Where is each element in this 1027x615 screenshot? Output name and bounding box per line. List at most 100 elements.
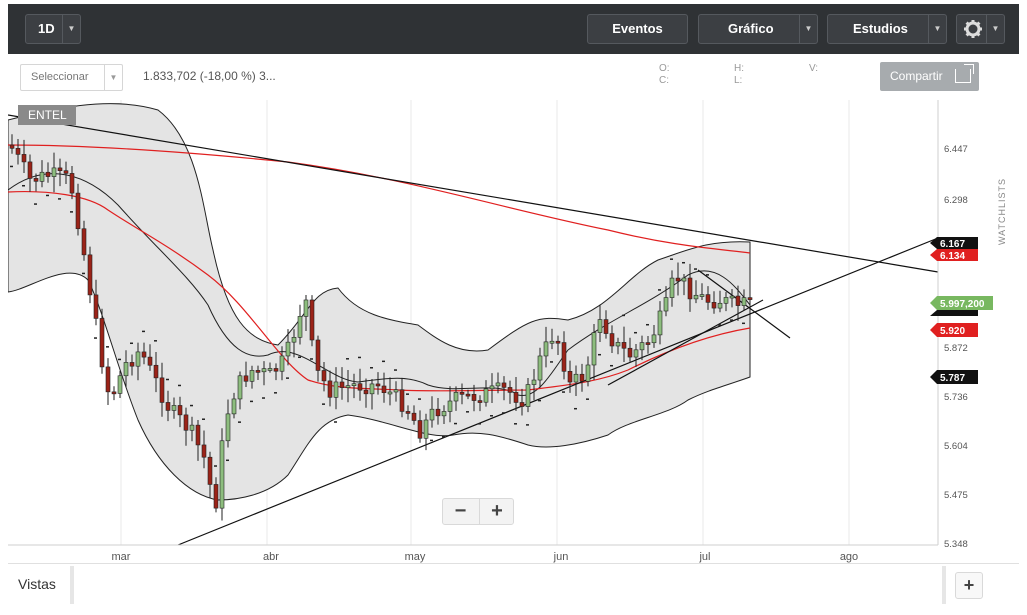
last-price-badge	[930, 296, 993, 310]
zoom-out-button[interactable]: −	[454, 500, 467, 522]
candle-body	[219, 440, 225, 509]
candle-body	[393, 389, 399, 393]
candle-body	[555, 340, 561, 344]
candle-body	[69, 173, 75, 194]
candle-body	[135, 351, 141, 367]
chart-type-dropdown[interactable]: Gráfico ▼	[698, 14, 818, 44]
candle-body	[471, 394, 477, 401]
candle-body	[609, 333, 615, 347]
add-view-button[interactable]: +	[955, 572, 983, 599]
candle-body	[123, 362, 129, 377]
sar-dot	[298, 356, 301, 359]
settings-dropdown[interactable]: ▼	[956, 14, 1005, 44]
price-badge-label: 5.920	[940, 326, 965, 337]
sar-dot	[130, 342, 133, 345]
select-placeholder: Seleccionar	[31, 71, 89, 83]
sar-dot	[370, 367, 373, 369]
period-dropdown[interactable]: 1D ▼	[25, 14, 81, 44]
candle-body	[429, 408, 435, 421]
price-badge-label: 6.134	[940, 251, 965, 262]
price-badge-label: 5.787	[940, 373, 965, 384]
sar-dot	[442, 435, 445, 438]
price-tick: 5.475	[944, 490, 968, 501]
sar-dot	[142, 330, 145, 333]
sar-dot	[706, 274, 709, 276]
candle-body	[93, 294, 99, 319]
candle-body	[483, 388, 489, 403]
sar-dot	[454, 422, 457, 425]
candle-body	[39, 171, 45, 182]
candle-body	[129, 362, 135, 367]
candle-body	[327, 380, 333, 398]
candle-body	[441, 411, 447, 417]
candle-body	[63, 170, 69, 174]
sar-dot	[106, 346, 109, 348]
sar-dot	[658, 289, 661, 291]
share-button[interactable]: Compartir	[880, 62, 979, 91]
sar-dot	[310, 358, 313, 360]
chevron-down-icon: ▼	[799, 15, 817, 43]
candle-body	[165, 402, 171, 411]
symbol-select[interactable]: Seleccionar ▼	[20, 64, 123, 91]
candle-body	[435, 408, 441, 417]
sar-dot	[250, 400, 253, 403]
candle-body	[153, 364, 159, 379]
candle-body	[735, 295, 741, 306]
candle-body	[291, 336, 297, 343]
sar-dot	[358, 356, 361, 359]
candle-body	[225, 413, 231, 442]
sar-dot	[526, 424, 529, 426]
candle-body	[159, 377, 165, 403]
sar-dot	[742, 322, 745, 325]
candle-body	[261, 368, 267, 373]
candle-body	[99, 318, 105, 368]
candle-body	[177, 405, 183, 416]
candle-body	[81, 228, 87, 256]
sar-dot	[10, 165, 13, 168]
sar-dot	[94, 337, 97, 339]
candle-body	[633, 349, 639, 358]
divider	[70, 566, 74, 604]
candle-body	[579, 373, 585, 382]
candle-body	[57, 167, 63, 171]
candle-body	[297, 316, 303, 338]
candle-body	[285, 341, 291, 357]
sar-dot	[166, 378, 169, 381]
candle-body	[645, 342, 651, 345]
quote-bar: Seleccionar ▼ 1.833,702 (-18,00 %) 3... …	[8, 54, 1019, 100]
candle-body	[639, 342, 645, 351]
sar-dot	[562, 391, 565, 393]
zoom-in-button[interactable]: +	[479, 499, 514, 524]
sar-dot	[598, 353, 601, 356]
price-tick: 5.872	[944, 343, 968, 354]
sar-dot	[586, 398, 589, 400]
sar-dot	[154, 340, 157, 342]
sar-dot	[382, 360, 385, 363]
events-button[interactable]: Eventos	[587, 14, 688, 44]
price-badge	[930, 370, 978, 384]
candle-body	[597, 319, 603, 333]
sar-dot	[646, 323, 649, 326]
candle-body	[615, 342, 621, 347]
watchlists-tab[interactable]: WATCHLISTS	[993, 160, 1019, 260]
candle-body	[477, 400, 483, 403]
candle-body	[231, 398, 237, 415]
candle-body	[321, 370, 327, 382]
sar-dot	[82, 272, 85, 275]
candle-body	[741, 297, 747, 306]
price-chart[interactable]: 6.447 6.298 5.872 5.736 5.604 5.475 5.34…	[8, 100, 993, 563]
candle-body	[627, 347, 633, 358]
studies-dropdown[interactable]: Estudios ▼	[827, 14, 947, 44]
sar-dot	[274, 392, 277, 394]
share-label: Compartir	[890, 69, 943, 83]
month-tick: mar	[112, 551, 131, 563]
candle-body	[273, 368, 279, 372]
chevron-down-icon: ▼	[104, 65, 122, 90]
bollinger-band	[8, 103, 751, 501]
chart-canvas[interactable]: 6.447 6.298 5.872 5.736 5.604 5.475 5.34…	[8, 100, 993, 563]
candle-body	[603, 319, 609, 334]
views-tab[interactable]: Vistas	[18, 576, 56, 592]
candle-body	[663, 297, 669, 312]
candle-body	[237, 375, 243, 400]
candle-body	[651, 334, 657, 344]
